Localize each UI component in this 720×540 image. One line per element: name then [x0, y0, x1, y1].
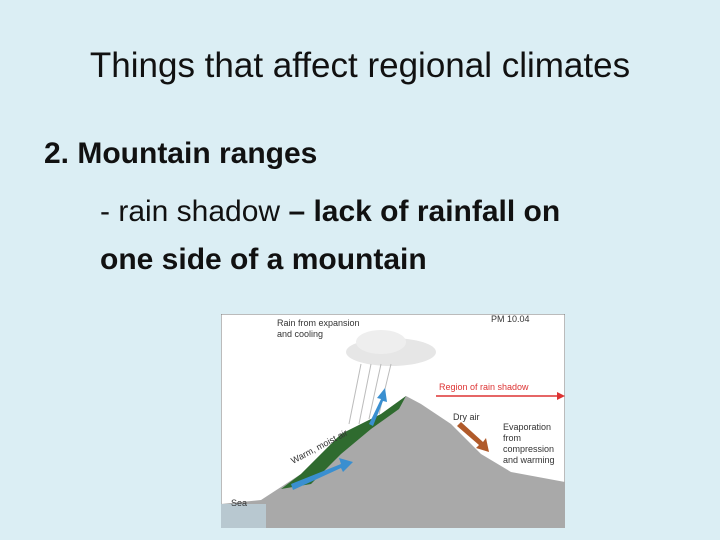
- rain-label: Rain from expansion: [277, 318, 360, 328]
- arrowhead: [557, 392, 565, 400]
- rising-air-arrow: [369, 388, 387, 426]
- rain-label: and cooling: [277, 329, 323, 339]
- term: - rain shadow: [100, 195, 289, 228]
- evaporation-label: Evaporation: [503, 422, 551, 432]
- sea: [221, 504, 266, 528]
- tag: PM 10.04: [491, 314, 530, 324]
- bullet-line: - rain shadow – lack of rainfall on: [100, 195, 560, 229]
- evaporation-label: compression: [503, 444, 554, 454]
- evaporation-label: from: [503, 433, 521, 443]
- dry-air-arrow: [457, 422, 489, 452]
- slide-title: Things that affect regional climates: [89, 46, 631, 85]
- moist-air-arrow: [291, 458, 353, 490]
- rain-shadow-diagram: Rain from expansion and cooling PM 10.04…: [221, 314, 565, 528]
- definition: one side of a mountain: [100, 243, 427, 276]
- evaporation-label: and warming: [503, 455, 555, 465]
- mountain: [221, 396, 565, 528]
- heading: 2. Mountain ranges: [44, 137, 318, 170]
- sea-label: Sea: [231, 498, 247, 508]
- shadow-label: Region of rain shadow: [439, 382, 529, 392]
- dry-air-label: Dry air: [453, 412, 480, 422]
- definition: – lack of rainfall on: [288, 195, 561, 228]
- cloud: [356, 330, 406, 354]
